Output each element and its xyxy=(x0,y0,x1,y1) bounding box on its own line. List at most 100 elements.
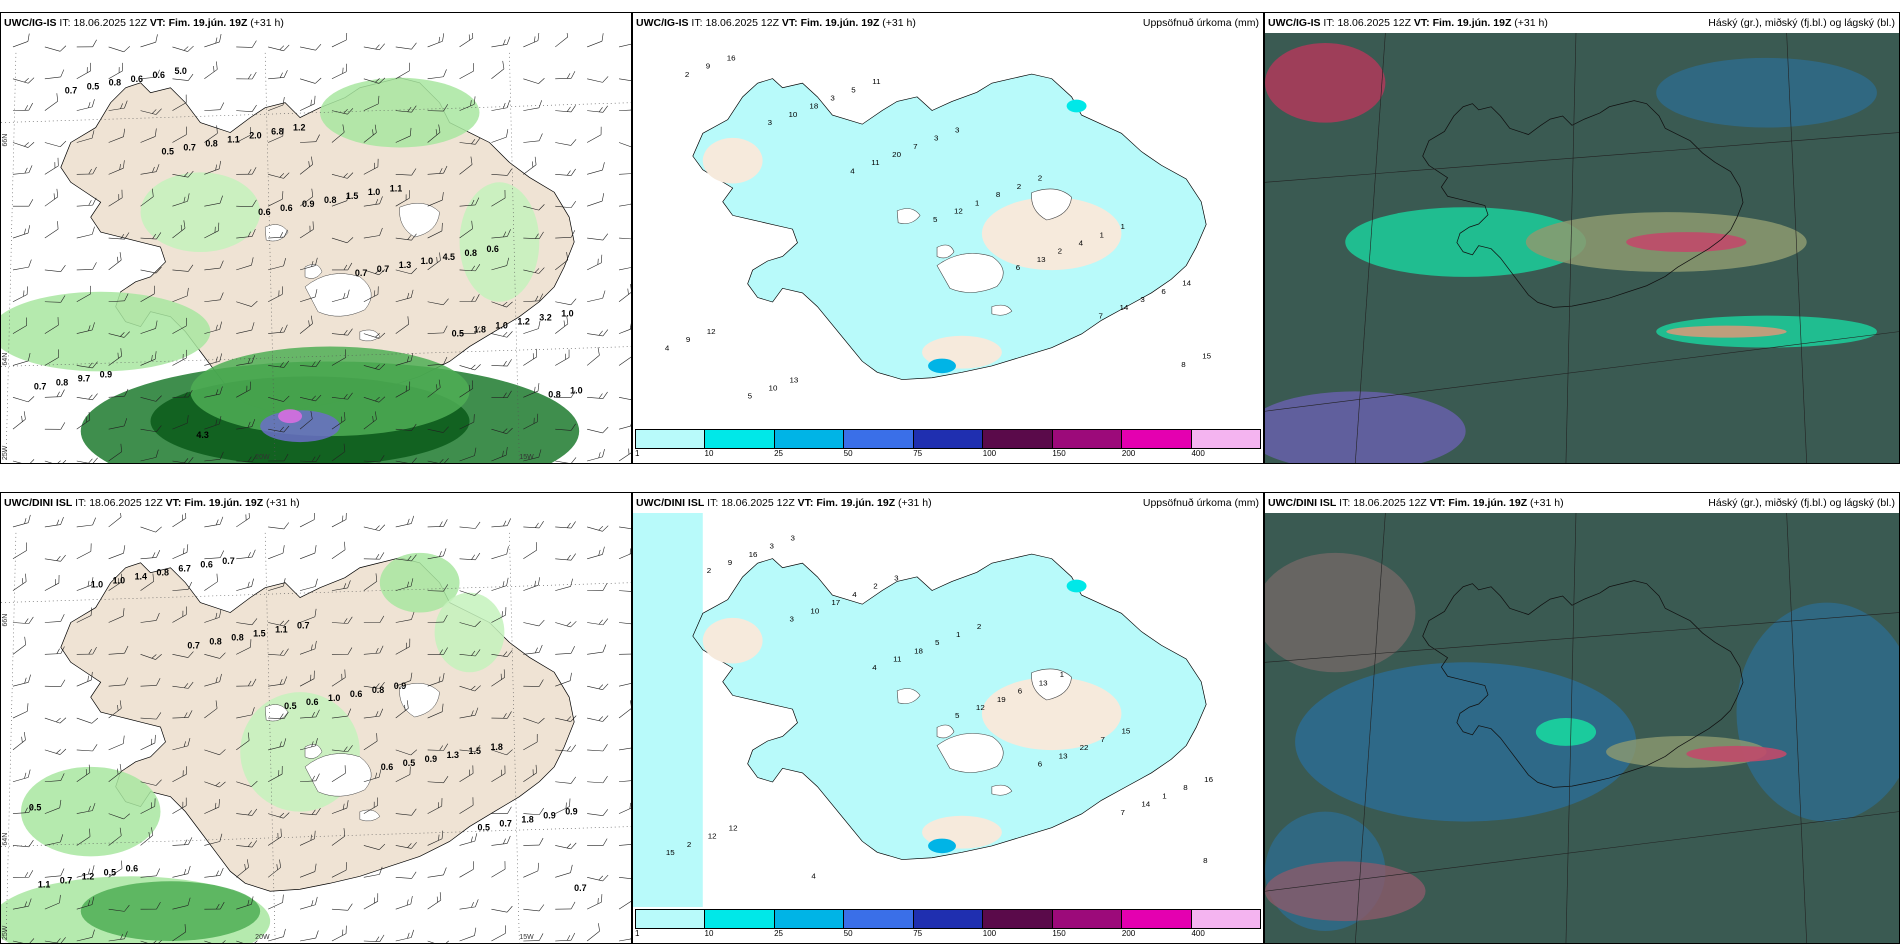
wind-barb-icon xyxy=(299,315,313,334)
precip-value-label: 0.9 xyxy=(565,807,577,817)
map-layer xyxy=(1265,33,1899,463)
wind-barb-icon xyxy=(140,188,154,207)
colorbar-tick-label: 1 xyxy=(635,929,640,938)
colorbar-tick-label: 150 xyxy=(1052,449,1066,458)
wind-barb-icon xyxy=(459,590,481,596)
wind-barb-icon xyxy=(523,320,541,334)
wind-barb-icon xyxy=(76,828,91,846)
wind-barb-icon xyxy=(618,448,631,462)
precip-value-label: 0.6 xyxy=(153,70,165,80)
colorbar-tick-label: 1 xyxy=(635,449,640,458)
wind-barb-icon xyxy=(299,896,318,910)
wind-barb-icon xyxy=(268,128,284,143)
wind-barb-icon xyxy=(555,798,571,814)
precip-value-label: 0.9 xyxy=(302,199,314,209)
wind-barb-icon xyxy=(204,260,224,271)
wind-barb-icon xyxy=(395,42,417,50)
wind-barb-icon xyxy=(236,840,258,848)
wind-barb-icon xyxy=(427,830,444,846)
wind-barb-icon xyxy=(491,905,513,913)
wind-barb-icon xyxy=(204,700,218,719)
wind-barb-icon xyxy=(44,575,60,591)
wind-barb-icon xyxy=(459,326,480,334)
wind-barb-icon xyxy=(491,427,513,434)
wind-barb-icon xyxy=(268,425,290,433)
wind-barb-icon xyxy=(395,611,415,623)
wind-barb-icon xyxy=(395,554,417,562)
precip-value-label: 6.7 xyxy=(178,564,190,574)
wind-barb-icon xyxy=(459,63,474,80)
wind-barb-icon xyxy=(395,808,417,816)
precip-value-label: 0.5 xyxy=(477,823,489,833)
precip-value-label: 0.7 xyxy=(183,142,195,152)
graticule-line xyxy=(1265,331,1899,412)
wind-barb-icon xyxy=(299,513,315,528)
wind-barb-icon xyxy=(523,619,545,627)
graticule-line xyxy=(264,532,276,943)
precip-colorbar: 1 10 25 50 75 100 150 200 400 xyxy=(633,427,1263,463)
wind-barb-icon xyxy=(619,104,631,111)
wind-barb-icon xyxy=(12,514,31,528)
wind-barb-icon xyxy=(427,614,448,623)
wind-barb-icon xyxy=(44,834,64,846)
accum-value-label: 1 xyxy=(1060,670,1064,679)
wind-barb-icon xyxy=(44,317,59,334)
wind-barb-icon xyxy=(555,932,576,942)
accum-value-label: 11 xyxy=(872,77,880,86)
wind-barb-icon xyxy=(331,903,353,911)
precip-value-label: 0.9 xyxy=(394,681,406,691)
wind-barb-icon xyxy=(12,703,29,719)
wind-barb-icon xyxy=(204,573,218,591)
wind-barb-icon xyxy=(236,257,254,271)
precip-value-label: 1.8 xyxy=(474,325,486,335)
lead-time: (+31 h) xyxy=(1530,497,1564,509)
accum-value-label: 14 xyxy=(1119,304,1129,313)
colorbar-swatch xyxy=(774,910,845,928)
accum-value-label: 2 xyxy=(873,582,877,591)
colorbar-tick-label: 100 xyxy=(982,929,997,938)
wind-barb-icon xyxy=(204,160,221,175)
dry-area xyxy=(702,617,763,664)
wind-barb-icon xyxy=(523,348,538,366)
precip-area xyxy=(20,766,161,857)
precip-area xyxy=(379,552,460,613)
colorbar-tick-label: 200 xyxy=(1121,449,1136,458)
vt-label: VT: xyxy=(797,497,814,509)
wind-barb-icon xyxy=(44,614,65,623)
wind-barb-icon xyxy=(395,896,413,910)
wind-barb-icon xyxy=(44,717,67,724)
graticule-line xyxy=(509,532,520,943)
glacier xyxy=(896,208,921,224)
wind-barb-icon xyxy=(12,33,30,48)
precip-value-label: 0.7 xyxy=(297,620,309,630)
precip-value-label: 0.7 xyxy=(574,883,586,893)
cloud-area xyxy=(1736,602,1899,822)
wind-barb-icon xyxy=(236,228,256,239)
accum-value-label: 19 xyxy=(997,695,1006,704)
panel-clouds-dini: UWC/DINI ISL IT: 18.06.2025 12Z VT: Fim.… xyxy=(1264,492,1900,944)
wind-barb-icon xyxy=(587,618,609,626)
wind-barb-icon xyxy=(108,128,125,143)
wind-barb-icon xyxy=(299,738,318,751)
wind-barb-icon xyxy=(395,105,417,113)
wind-barb-icon xyxy=(555,201,577,209)
precip-area xyxy=(459,182,540,302)
wind-barb-icon xyxy=(427,775,449,784)
accum-value-label: 3 xyxy=(1140,295,1144,304)
wind-barb-icon xyxy=(395,353,414,366)
wind-barb-icon xyxy=(427,124,441,143)
wind-barb-icon xyxy=(459,685,481,692)
map-layer: 2345678910111213141516182012345378469105… xyxy=(633,33,1263,427)
colorbar-tick-label: 150 xyxy=(1052,929,1066,938)
wind-barb-icon xyxy=(76,411,91,430)
wind-barb-icon xyxy=(459,521,481,529)
wind-barb-icon xyxy=(459,220,473,239)
it-label: IT: xyxy=(707,497,719,509)
wind-barb-icon xyxy=(587,33,604,48)
precip-value-label: 1.5 xyxy=(253,628,265,638)
colorbar-tick-label: 75 xyxy=(913,449,923,458)
wind-barb-icon xyxy=(236,707,255,719)
wind-barb-icon xyxy=(363,681,385,689)
wind-barb-icon xyxy=(300,808,321,816)
wind-barb-icon xyxy=(108,348,122,366)
